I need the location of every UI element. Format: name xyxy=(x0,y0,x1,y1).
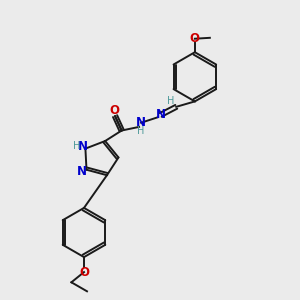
Text: H: H xyxy=(167,96,175,106)
Text: N: N xyxy=(136,116,146,129)
Text: O: O xyxy=(79,266,89,279)
Text: N: N xyxy=(77,165,87,178)
Text: H: H xyxy=(137,126,145,136)
Text: N: N xyxy=(78,140,88,153)
Text: O: O xyxy=(190,32,200,45)
Text: O: O xyxy=(110,103,119,117)
Text: H: H xyxy=(73,141,80,151)
Text: N: N xyxy=(156,108,166,122)
